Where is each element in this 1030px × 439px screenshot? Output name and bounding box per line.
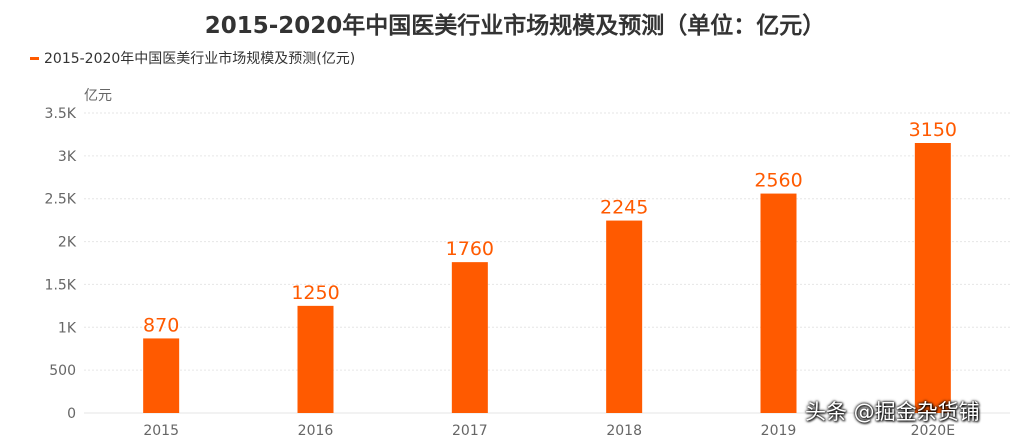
legend[interactable]: 2015-2020年中国医美行业市场规模及预测(亿元): [30, 48, 355, 68]
bar: [760, 193, 797, 413]
data-label: 3150: [909, 119, 957, 141]
y-tick-label: 3.5K: [45, 106, 77, 122]
data-label: 2245: [600, 197, 648, 219]
x-tick-label: 2018: [606, 423, 642, 439]
legend-swatch: [30, 56, 39, 60]
x-tick-label: 2019: [761, 423, 797, 439]
data-label: 2560: [754, 170, 802, 192]
x-tick-label: 2016: [298, 423, 334, 439]
bar: [143, 338, 180, 413]
y-tick-label: 2K: [58, 235, 77, 251]
bar: [451, 262, 488, 413]
x-tick-label: 2017: [452, 423, 488, 439]
y-tick-label: 2.5K: [45, 192, 77, 208]
bar: [297, 305, 334, 413]
y-tick-label: 500: [49, 363, 76, 379]
y-tick-label: 0: [67, 406, 76, 422]
bar: [914, 143, 951, 413]
bar: [606, 220, 643, 413]
x-tick-label: 2015: [143, 423, 179, 439]
y-tick-label: 1K: [58, 320, 77, 336]
y-axis-label: 亿元: [84, 88, 112, 104]
legend-label: 2015-2020年中国医美行业市场规模及预测(亿元): [44, 51, 356, 67]
data-label: 870: [143, 314, 179, 336]
watermark: 头条 @掘金杂货铺: [805, 400, 980, 424]
chart-title: 2015-2020年中国医美行业市场规模及预测（单位：亿元）: [204, 13, 826, 39]
data-label: 1760: [446, 238, 494, 260]
data-label: 1250: [291, 282, 339, 304]
y-tick-label: 1.5K: [45, 277, 77, 293]
y-tick-label: 3K: [58, 149, 77, 165]
x-tick-label: 2020E: [911, 423, 955, 439]
